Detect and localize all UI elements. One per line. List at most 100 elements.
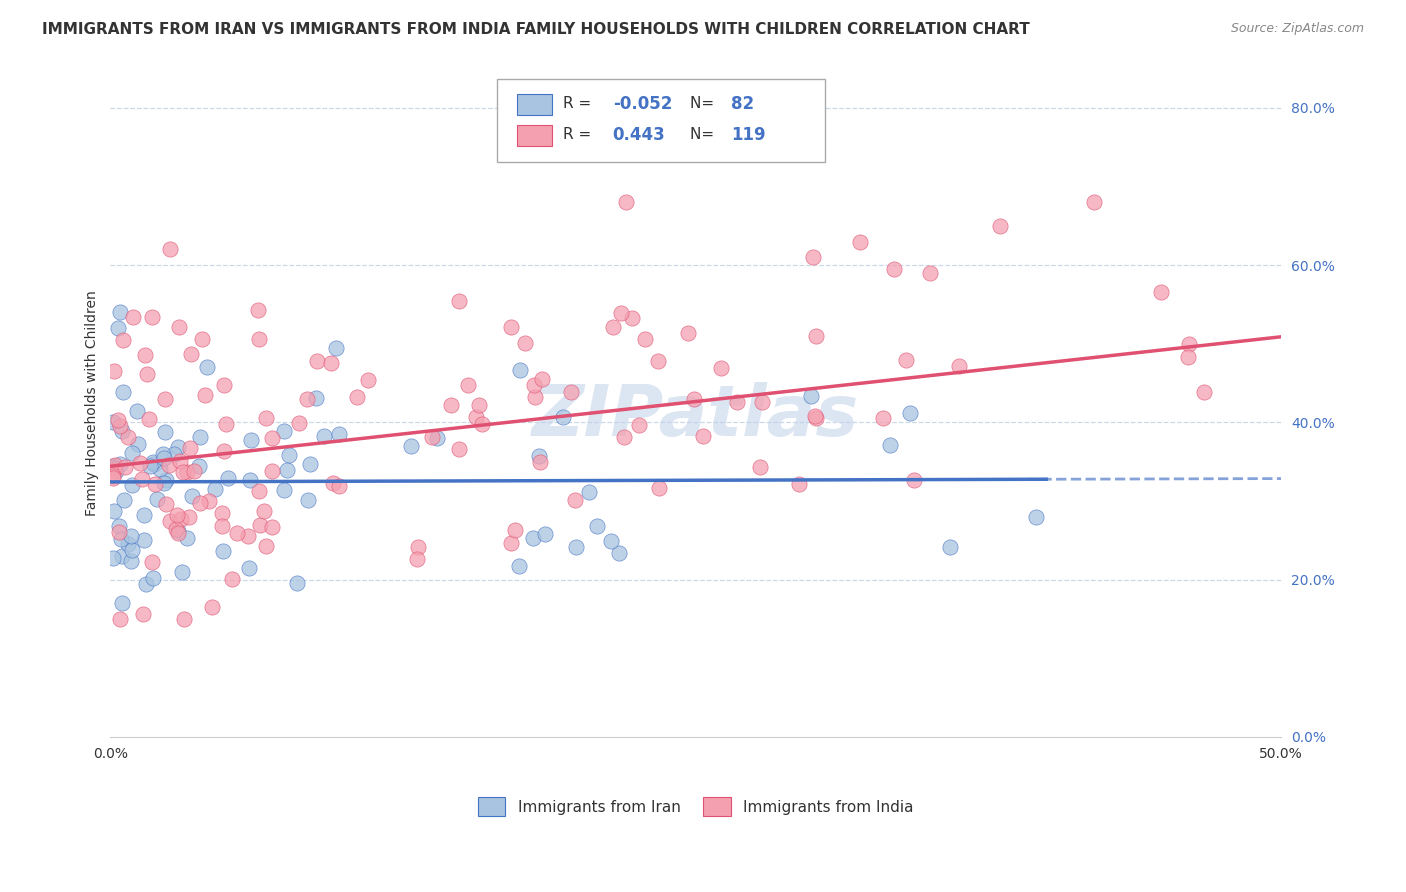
Point	[749, 459, 772, 474]
Point	[170, 512, 193, 526]
Point	[107, 412, 129, 426]
Point	[401, 439, 423, 453]
Point	[898, 405, 921, 419]
Text: R =: R =	[564, 96, 596, 112]
Point	[197, 493, 219, 508]
Point	[239, 433, 262, 447]
Point	[692, 429, 714, 443]
Point	[166, 508, 188, 522]
Point	[948, 359, 970, 373]
Point	[1178, 336, 1201, 351]
Point	[132, 533, 155, 548]
Point	[236, 529, 259, 543]
Point	[254, 539, 277, 553]
Point	[194, 388, 217, 402]
Point	[110, 305, 132, 319]
Point	[103, 415, 125, 429]
Point	[153, 475, 176, 490]
Point	[183, 464, 205, 478]
Point	[143, 458, 166, 472]
Point	[136, 367, 159, 381]
Point	[1194, 385, 1216, 400]
Point	[165, 522, 187, 536]
Point	[176, 531, 198, 545]
Point	[114, 460, 136, 475]
Point	[215, 417, 238, 432]
Point	[108, 418, 131, 433]
Point	[804, 409, 827, 424]
Point	[105, 464, 128, 478]
Point	[710, 361, 733, 376]
Point	[155, 497, 177, 511]
Point	[614, 195, 637, 210]
Point	[1150, 285, 1173, 300]
Point	[101, 459, 124, 474]
Point	[121, 477, 143, 491]
Point	[440, 398, 463, 412]
Point	[804, 329, 827, 343]
Point	[120, 529, 142, 543]
Point	[647, 353, 669, 368]
Point	[628, 417, 651, 432]
Point	[204, 482, 226, 496]
Point	[564, 492, 586, 507]
Text: -0.052: -0.052	[613, 95, 672, 113]
Point	[167, 524, 190, 538]
Point	[120, 554, 142, 568]
Point	[273, 425, 295, 439]
Point	[357, 373, 380, 387]
Point	[523, 377, 546, 392]
Point	[103, 504, 125, 518]
Point	[406, 552, 429, 566]
Point	[131, 472, 153, 486]
Point	[221, 573, 243, 587]
Point	[159, 243, 181, 257]
Point	[127, 404, 149, 418]
Point	[180, 347, 202, 361]
Point	[426, 432, 449, 446]
Point	[121, 543, 143, 558]
Point	[648, 481, 671, 495]
Point	[112, 333, 135, 347]
Point	[152, 447, 174, 461]
Point	[135, 577, 157, 591]
Point	[212, 444, 235, 458]
Point	[157, 458, 180, 472]
Point	[103, 461, 125, 475]
Point	[848, 235, 870, 249]
Point	[225, 525, 247, 540]
Point	[319, 356, 342, 370]
Point	[212, 378, 235, 392]
Point	[117, 430, 139, 444]
Text: ZIPatlas: ZIPatlas	[531, 382, 859, 450]
Point	[260, 519, 283, 533]
Text: 119: 119	[731, 126, 765, 144]
Text: N=: N=	[690, 96, 718, 112]
Text: N=: N=	[690, 128, 718, 142]
Point	[314, 429, 336, 443]
Point	[149, 462, 172, 476]
Point	[298, 457, 321, 471]
Point	[883, 261, 905, 276]
Point	[155, 473, 177, 487]
Point	[801, 250, 824, 264]
Point	[139, 458, 162, 473]
Point	[328, 478, 350, 492]
Point	[101, 550, 124, 565]
Point	[457, 378, 479, 392]
Point	[110, 457, 132, 471]
Point	[896, 353, 918, 368]
Point	[578, 485, 600, 500]
Point	[408, 541, 430, 555]
Point	[112, 492, 135, 507]
Point	[129, 456, 152, 470]
Point	[304, 391, 326, 405]
Point	[247, 332, 270, 346]
Point	[127, 437, 149, 451]
Point	[609, 545, 631, 559]
Point	[262, 464, 284, 478]
Point	[121, 446, 143, 460]
Point	[134, 348, 156, 362]
Point	[602, 320, 624, 334]
Point	[560, 384, 582, 399]
